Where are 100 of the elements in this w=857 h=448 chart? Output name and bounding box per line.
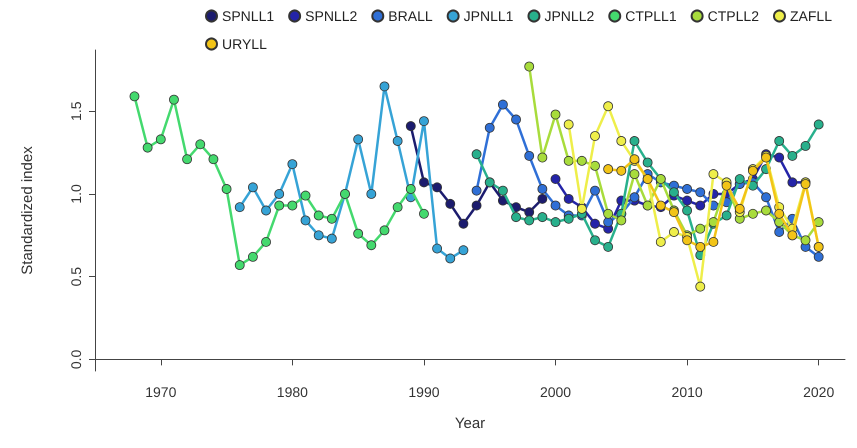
legend-label: CTPLL2 — [708, 8, 760, 24]
point — [695, 242, 706, 252]
legend-label: BRALL — [388, 8, 433, 24]
legend-label: SPNLL1 — [222, 8, 274, 24]
point — [498, 100, 508, 110]
point — [234, 202, 245, 212]
point — [774, 208, 784, 219]
point — [814, 252, 824, 262]
point — [248, 252, 258, 262]
point — [353, 228, 364, 239]
point — [603, 217, 614, 227]
point — [656, 237, 666, 247]
point — [590, 186, 600, 196]
point — [287, 159, 298, 170]
point — [787, 177, 798, 188]
point — [156, 134, 166, 144]
point — [234, 260, 245, 270]
point — [708, 169, 718, 179]
point — [616, 216, 626, 226]
point — [590, 218, 600, 229]
point — [800, 235, 810, 246]
point — [300, 216, 310, 226]
point — [208, 154, 218, 164]
point — [287, 200, 298, 210]
point — [261, 206, 271, 216]
point — [800, 141, 810, 151]
point — [748, 208, 758, 219]
y-tick-label: 1.0 — [68, 184, 84, 204]
legend-label: URYLL — [222, 36, 268, 52]
point — [564, 194, 574, 204]
point — [498, 196, 508, 206]
point — [708, 237, 718, 247]
point — [458, 218, 468, 229]
point — [682, 206, 692, 216]
y-tick-label: 1.5 — [68, 101, 84, 121]
point — [564, 214, 574, 224]
legend-label: JPNLL2 — [544, 8, 594, 24]
point — [182, 154, 192, 164]
point — [366, 189, 376, 199]
point — [748, 180, 758, 191]
point — [642, 158, 653, 168]
point — [616, 166, 626, 176]
point — [722, 210, 732, 220]
y-axis-title: Standardized index — [19, 146, 36, 275]
point — [603, 242, 614, 252]
point — [472, 200, 482, 210]
point — [472, 149, 482, 160]
point — [353, 134, 364, 144]
legend-label: ZAFLL — [790, 8, 832, 24]
y-tick-label: 0.0 — [68, 349, 84, 370]
point — [314, 210, 324, 220]
x-axis-title: Year — [454, 415, 486, 432]
point — [511, 212, 521, 222]
point — [590, 235, 600, 246]
point — [484, 122, 495, 133]
point — [590, 131, 600, 141]
point — [774, 136, 784, 146]
point — [524, 62, 534, 72]
point — [603, 208, 614, 219]
point — [590, 160, 600, 171]
x-tick-label: 2010 — [672, 384, 703, 400]
point — [472, 186, 482, 196]
point — [524, 216, 534, 226]
point — [524, 151, 534, 161]
point — [130, 91, 140, 102]
point — [774, 152, 784, 162]
point — [616, 136, 626, 146]
point — [406, 121, 416, 132]
point — [774, 227, 784, 237]
point — [550, 200, 560, 210]
point — [695, 200, 706, 210]
x-tick-label: 1970 — [145, 384, 177, 400]
point — [380, 225, 390, 236]
point — [550, 174, 560, 184]
point — [669, 227, 679, 237]
point — [537, 184, 548, 194]
point — [524, 207, 534, 218]
point — [380, 82, 390, 92]
point — [787, 151, 798, 161]
point — [630, 169, 640, 179]
point — [169, 94, 179, 105]
point — [511, 114, 521, 124]
point — [564, 120, 574, 130]
point — [248, 182, 258, 192]
point — [366, 240, 376, 250]
point — [445, 198, 456, 209]
point — [406, 184, 416, 194]
point — [445, 254, 456, 264]
point — [537, 152, 548, 162]
point — [761, 206, 771, 216]
point — [142, 142, 153, 153]
legend-label: SPNLL2 — [305, 8, 358, 24]
point — [419, 177, 429, 188]
point — [537, 194, 548, 204]
point — [814, 217, 824, 227]
point — [326, 214, 337, 224]
point — [576, 156, 587, 166]
point — [261, 237, 271, 247]
point — [682, 184, 692, 194]
point — [419, 116, 429, 126]
